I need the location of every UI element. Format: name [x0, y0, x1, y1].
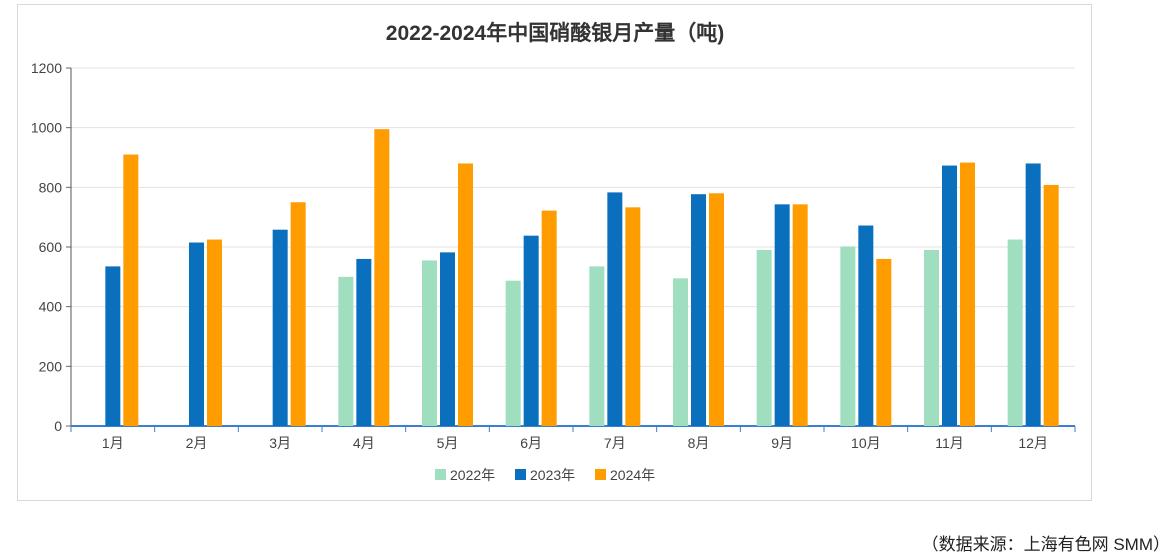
legend-label: 2022年	[450, 467, 495, 483]
bar	[338, 276, 354, 426]
x-tick-label: 10月	[851, 435, 881, 451]
bar	[858, 225, 874, 426]
y-tick-label: 1200	[31, 60, 62, 76]
y-tick-label: 200	[39, 358, 63, 374]
x-tick-label: 11月	[935, 435, 964, 451]
y-tick-label: 400	[39, 299, 63, 315]
x-tick-label: 4月	[353, 435, 375, 451]
bar	[356, 258, 372, 426]
bar	[105, 266, 121, 426]
bar-chart: 2022-2024年中国硝酸银月产量（吨) 0 200 400 600 800 1000 1…	[31, 21, 1076, 483]
axes: 0 200 400 600 800 1000 1200 1月 2月 3月 4月 5月 6月 7月 8月 9月 1…	[31, 60, 1076, 451]
bar	[673, 278, 688, 426]
bar	[756, 249, 772, 426]
bar	[123, 154, 139, 426]
x-tick-label: 3月	[269, 435, 291, 451]
bar	[1007, 239, 1023, 426]
bar	[840, 246, 856, 426]
gridlines	[71, 67, 1075, 367]
legend-label: 2023年	[530, 467, 575, 483]
bar	[924, 249, 939, 426]
bar	[876, 258, 892, 426]
x-tick-label: 12月	[1018, 435, 1048, 451]
legend: 2022年 2023年 2024年	[435, 467, 655, 483]
x-tick-label: 6月	[520, 435, 542, 451]
chart-title: 2022-2024年中国硝酸银月产量（吨)	[386, 21, 724, 45]
x-tick-label: 7月	[604, 435, 626, 451]
bars	[105, 129, 1059, 427]
x-tick-label: 2月	[186, 435, 208, 451]
legend-swatch	[435, 469, 446, 480]
legend-label: 2024年	[610, 467, 655, 483]
bar	[505, 280, 521, 426]
bar	[1043, 184, 1059, 426]
bar	[440, 252, 455, 426]
bar	[290, 202, 306, 426]
y-tick-label: 1000	[31, 120, 62, 136]
chart-frame: 2022-2024年中国硝酸银月产量（吨) 0 200 400 600 800 1000 1…	[17, 4, 1092, 501]
x-tick-label: 1月	[102, 435, 124, 451]
bar	[607, 192, 623, 426]
bar	[458, 163, 473, 426]
bar	[709, 193, 724, 426]
bar	[774, 204, 790, 426]
bar	[541, 210, 557, 426]
bar	[942, 165, 957, 426]
bar	[374, 129, 390, 426]
bar	[960, 162, 975, 427]
y-tick-label: 0	[54, 418, 62, 434]
bar	[1025, 163, 1041, 426]
legend-swatch	[515, 469, 526, 480]
bar	[625, 207, 641, 426]
source-note: （数据来源：上海有色网 SMM）	[921, 535, 1170, 554]
bar	[189, 242, 204, 426]
x-tick-label: 9月	[771, 435, 793, 451]
bar	[589, 266, 605, 426]
bar	[207, 239, 222, 426]
x-tick-label: 5月	[437, 435, 459, 451]
bar	[691, 194, 706, 426]
bar	[792, 204, 808, 426]
legend-swatch	[595, 469, 606, 480]
x-tick-label: 8月	[688, 435, 710, 451]
bar	[422, 260, 437, 426]
y-tick-label: 600	[39, 239, 63, 255]
bar	[523, 235, 539, 426]
y-tick-label: 800	[39, 179, 63, 195]
bar	[272, 229, 288, 426]
